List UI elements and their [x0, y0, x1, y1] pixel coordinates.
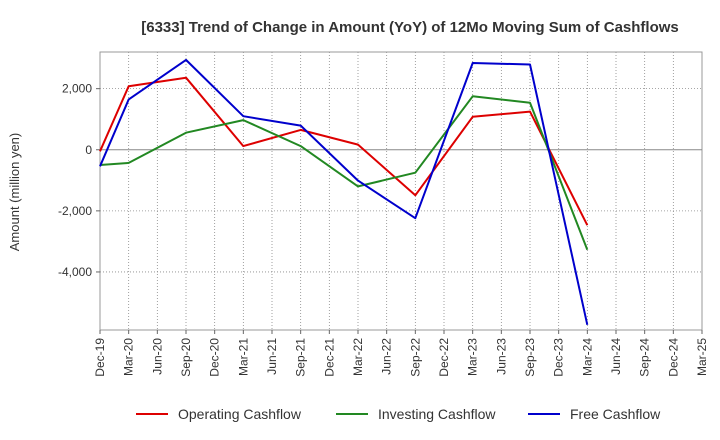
data-point-operating-cashflow	[414, 194, 416, 196]
x-tick-label: Dec-20	[208, 338, 222, 377]
x-tick-label: Dec-24	[666, 338, 680, 377]
data-point-investing-cashflow	[586, 249, 588, 251]
x-tick-label: Mar-23	[466, 338, 480, 376]
data-point-free-cashflow	[242, 115, 244, 117]
data-point-free-cashflow	[357, 180, 359, 182]
data-point-investing-cashflow	[529, 102, 531, 104]
data-point-investing-cashflow	[128, 162, 130, 164]
legend-item-investing-cashflow: Investing Cashflow	[336, 406, 496, 422]
data-point-free-cashflow	[586, 324, 588, 326]
data-point-operating-cashflow	[99, 150, 101, 152]
plot-frame	[99, 51, 703, 331]
data-point-operating-cashflow	[529, 111, 531, 113]
data-point-investing-cashflow	[472, 95, 474, 97]
series-line-investing-cashflow	[99, 95, 589, 251]
x-tick-label: Mar-20	[122, 338, 136, 376]
y-tick-label: 0	[85, 143, 92, 157]
legend-item-operating-cashflow: Operating Cashflow	[136, 406, 302, 422]
data-point-free-cashflow	[99, 165, 101, 167]
legend-label: Investing Cashflow	[378, 406, 496, 422]
x-tick-label: Sep-24	[638, 338, 652, 377]
x-tick-label: Dec-19	[93, 338, 107, 377]
x-tick-label: Jun-21	[265, 338, 279, 375]
x-tick-label: Mar-25	[695, 338, 709, 376]
data-point-free-cashflow	[185, 59, 187, 61]
series-line-free-cashflow	[99, 58, 589, 326]
legend-item-free-cashflow: Free Cashflow	[528, 406, 661, 422]
chart-title: [6333] Trend of Change in Amount (YoY) o…	[141, 19, 679, 36]
y-tick-label: -2,000	[58, 204, 92, 218]
data-point-free-cashflow	[472, 62, 474, 64]
y-tick-label: 2,000	[62, 82, 92, 96]
x-tick-label: Jun-22	[380, 338, 394, 375]
data-point-operating-cashflow	[242, 145, 244, 147]
data-point-investing-cashflow	[414, 172, 416, 174]
x-tick-label: Sep-22	[408, 338, 422, 377]
x-tick-label: Sep-20	[179, 338, 193, 377]
x-ticks: Dec-19 Mar-20 Jun-20 Sep-20 Dec-20 Mar-21 Jun-…	[93, 330, 709, 377]
y-ticks: 2,000 0 -2,000 -4,000	[58, 82, 100, 279]
data-point-operating-cashflow	[357, 144, 359, 146]
data-point-investing-cashflow	[300, 145, 302, 147]
x-tick-label: Jun-24	[609, 338, 623, 375]
legend-label: Operating Cashflow	[178, 406, 302, 422]
series-lines	[99, 58, 589, 326]
x-tick-label: Dec-23	[552, 338, 566, 377]
x-tick-label: Mar-24	[580, 338, 594, 376]
data-point-operating-cashflow	[128, 85, 130, 87]
x-tick-label: Sep-23	[523, 338, 537, 377]
data-point-free-cashflow	[414, 217, 416, 219]
data-point-free-cashflow	[529, 64, 531, 66]
data-point-investing-cashflow	[185, 132, 187, 134]
x-tick-label: Mar-21	[236, 338, 250, 376]
data-point-operating-cashflow	[300, 129, 302, 131]
series-line-operating-cashflow	[99, 76, 589, 226]
data-point-investing-cashflow	[357, 185, 359, 187]
data-point-investing-cashflow	[242, 119, 244, 121]
data-point-free-cashflow	[300, 125, 302, 127]
x-tick-label: Jun-20	[150, 338, 164, 375]
data-point-operating-cashflow	[586, 224, 588, 226]
data-point-operating-cashflow	[185, 77, 187, 79]
y-tick-label: -4,000	[58, 265, 92, 279]
x-tick-label: Sep-21	[294, 338, 308, 377]
data-point-free-cashflow	[128, 98, 130, 100]
x-tick-label: Jun-23	[494, 338, 508, 375]
y-axis-label: Amount (million yen)	[7, 133, 22, 252]
x-tick-label: Mar-22	[351, 338, 365, 376]
grid	[99, 52, 703, 330]
legend: Operating Cashflow Investing Cashflow Free…	[136, 406, 661, 422]
legend-label: Free Cashflow	[570, 406, 661, 422]
x-tick-label: Dec-22	[437, 338, 451, 377]
x-tick-label: Dec-21	[322, 338, 336, 377]
data-point-operating-cashflow	[472, 116, 474, 118]
